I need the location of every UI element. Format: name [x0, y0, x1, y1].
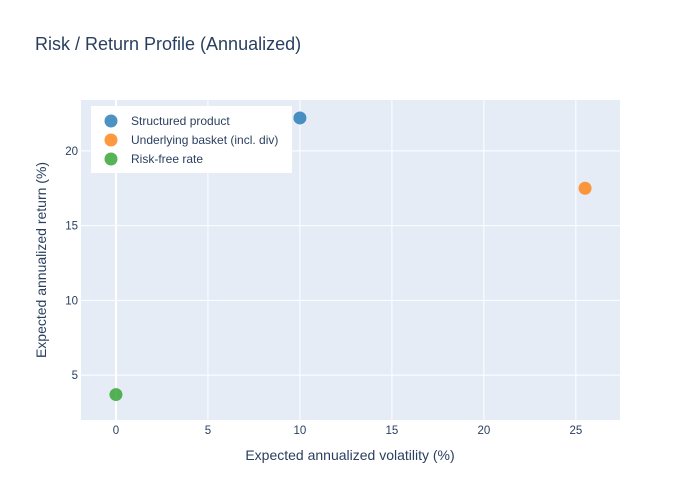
y-axis-ticks: 5 10 15 20: [65, 146, 78, 382]
data-point: [578, 181, 592, 195]
x-tick-label: 10: [294, 425, 307, 437]
x-tick-label: 5: [205, 425, 211, 437]
y-axis-title: Expected annualized return (%): [33, 162, 49, 358]
legend-marker: [104, 133, 118, 147]
y-tick-label: 10: [65, 295, 78, 307]
data-points: [109, 111, 592, 402]
y-tick-label: 5: [72, 370, 78, 382]
x-tick-label: 20: [477, 425, 490, 437]
legend-label: Risk-free rate: [131, 152, 203, 166]
x-axis-ticks: 0 5 10 15 20 25: [113, 425, 582, 437]
legend-marker: [104, 152, 118, 166]
legend-items: Structured product Underlying basket (inc…: [104, 114, 278, 166]
legend-label: Structured product: [131, 114, 230, 128]
chart-title: Risk / Return Profile (Annualized): [35, 34, 301, 54]
legend-box: [91, 106, 292, 173]
x-tick-label: 25: [569, 425, 582, 437]
legend-label: Underlying basket (incl. div): [131, 133, 278, 147]
y-tick-label: 15: [65, 221, 78, 233]
y-tick-label: 20: [65, 146, 78, 158]
data-point: [293, 111, 307, 125]
x-axis-title: Expected annualized volatility (%): [245, 447, 454, 463]
legend-marker: [104, 114, 118, 128]
legend: Structured product Underlying basket (inc…: [91, 106, 292, 173]
x-tick-label: 0: [113, 425, 119, 437]
data-point: [109, 388, 123, 402]
x-tick-label: 15: [385, 425, 398, 437]
